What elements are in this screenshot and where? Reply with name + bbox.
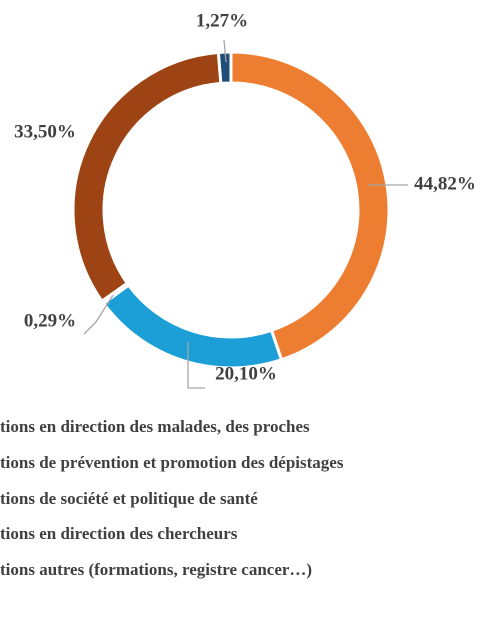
donut-segment xyxy=(229,50,391,362)
data-label: 33,50% xyxy=(14,121,76,142)
leader-line xyxy=(83,291,116,335)
data-label: 20,10% xyxy=(215,363,277,384)
donut-segment xyxy=(216,50,233,86)
leader-line xyxy=(187,342,205,389)
legend-entry: tions de société et politique de santé xyxy=(0,489,258,508)
legend-entry: tions en direction des chercheurs xyxy=(0,524,238,543)
data-label: 44,82% xyxy=(414,173,476,194)
donut-segment xyxy=(71,50,223,304)
data-label: 1,27% xyxy=(196,10,248,31)
data-label: 0,29% xyxy=(24,310,76,331)
leader-line xyxy=(223,39,227,63)
donut-segment xyxy=(101,282,284,370)
legend-entry: tions en direction des malades, des proc… xyxy=(0,417,310,436)
legend-entry: tions autres (formations, registre cance… xyxy=(0,560,312,579)
legend-entry: tions de prévention et promotion des dép… xyxy=(0,453,344,472)
